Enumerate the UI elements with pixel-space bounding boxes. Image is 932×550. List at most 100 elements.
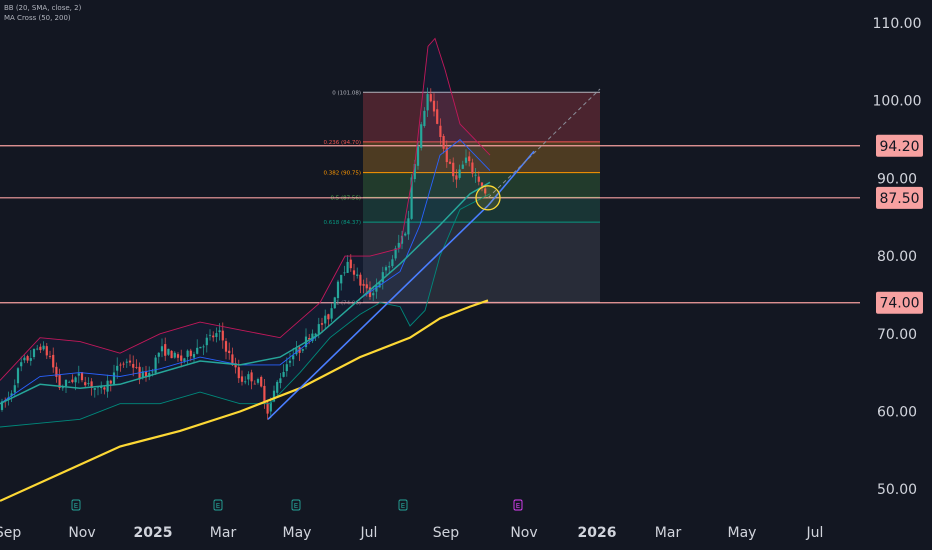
candle-body — [109, 380, 112, 384]
candle-body — [484, 188, 487, 194]
x-axis-tick-label: Sep — [0, 525, 21, 541]
candle-body — [349, 259, 352, 269]
candle-body — [224, 341, 228, 352]
candle-body — [151, 371, 154, 373]
candle-body — [128, 360, 132, 363]
candle-body — [247, 374, 250, 380]
candle-body — [58, 374, 61, 388]
candle-body — [64, 380, 68, 387]
fib-zone — [363, 197, 600, 223]
candle-body — [324, 315, 327, 324]
candle-body — [132, 363, 135, 368]
candle-body — [250, 372, 253, 382]
candle-body — [330, 308, 333, 319]
earnings-marker-label: E — [216, 502, 220, 510]
candle-body — [413, 163, 416, 180]
candle-body — [314, 333, 317, 336]
fib-level-label: 0.236 (94.70) — [323, 140, 361, 146]
earnings-marker-box — [291, 499, 301, 511]
candle-body — [180, 355, 183, 361]
fib-zone — [363, 141, 600, 173]
candle-body — [71, 379, 74, 383]
candle-body — [119, 364, 122, 366]
candle-body — [410, 177, 413, 219]
candle-body — [215, 333, 218, 337]
earnings-marker-box — [398, 499, 408, 511]
y-axis-tick-label: 60.00 — [877, 405, 917, 421]
candle-body — [26, 356, 29, 361]
price-level-badge-label: 87.50 — [879, 191, 919, 207]
earnings-marker-label: E — [294, 502, 298, 510]
fib-zone — [363, 92, 600, 142]
candle-body — [20, 362, 23, 367]
candle-body — [61, 387, 64, 389]
candle-body — [199, 346, 202, 349]
candle-body — [240, 376, 244, 382]
y-axis-tick-label: 70.00 — [877, 327, 917, 343]
candle-body — [45, 346, 48, 356]
earnings-marker-box — [71, 499, 81, 511]
candle-body — [16, 368, 20, 384]
candle-body — [13, 385, 16, 393]
candle-body — [167, 348, 170, 355]
candle-body — [144, 371, 148, 378]
bb-band-fill — [0, 38, 490, 427]
candle-body — [112, 372, 116, 386]
candle-body — [276, 381, 279, 393]
y-axis-tick-label: 110.00 — [873, 16, 922, 32]
x-axis-tick-label: Nov — [68, 525, 95, 541]
trendline — [487, 150, 535, 207]
earnings-marker-label: E — [74, 502, 78, 510]
x-axis-tick-label: 2025 — [134, 525, 173, 541]
candle-body — [32, 348, 36, 358]
candle-body — [93, 388, 96, 390]
dashed-projection-line — [487, 88, 601, 199]
candle-body — [455, 175, 458, 180]
x-axis-tick-label: Sep — [433, 525, 460, 541]
candle-body — [10, 393, 13, 396]
x-axis-tick-label: 2026 — [578, 525, 617, 541]
candle-body — [80, 372, 84, 381]
candle-body — [317, 324, 320, 334]
candle-body — [474, 174, 477, 176]
x-axis-tick-label: Nov — [510, 525, 537, 541]
candle-body — [148, 372, 151, 378]
ma-cross-indicator-label[interactable]: MA Cross (50, 200) — [4, 14, 71, 22]
bb-basis-line — [0, 138, 491, 405]
bb-lower-line — [0, 193, 491, 428]
candle-body — [308, 337, 311, 340]
candle-body — [164, 344, 167, 356]
candle-body — [77, 373, 80, 376]
candle-body — [234, 363, 237, 368]
x-axis-tick-label: Mar — [210, 525, 237, 541]
earnings-marker-box — [513, 499, 523, 511]
candle-body — [468, 156, 471, 162]
candle-body — [141, 371, 144, 379]
candle-body — [135, 367, 138, 368]
candle-body — [39, 346, 42, 351]
bb-indicator-label[interactable]: BB (20, SMA, close, 2) — [4, 4, 82, 12]
x-axis-tick-label: Jul — [806, 525, 824, 541]
candle-body — [372, 293, 375, 296]
candle-body — [29, 358, 32, 361]
candle-body — [122, 363, 125, 365]
fib-level-label: 0.618 (84.37) — [323, 220, 361, 226]
candle-body — [48, 356, 52, 357]
price-level-badge — [876, 186, 923, 209]
candle-body — [340, 274, 343, 284]
earnings-marker-label: E — [516, 502, 520, 510]
y-axis-tick-label: 80.00 — [877, 249, 917, 265]
candle-body — [343, 272, 346, 274]
candle-body — [439, 125, 442, 137]
candle-body — [404, 233, 407, 236]
candle-body — [375, 285, 378, 292]
candle-body — [260, 376, 263, 387]
candle-body — [87, 383, 90, 385]
y-axis-tick-label: 50.00 — [877, 482, 917, 498]
candle-body — [295, 348, 298, 355]
earnings-marker: E — [213, 499, 223, 511]
candle-body — [256, 379, 260, 383]
candle-body — [253, 383, 256, 385]
